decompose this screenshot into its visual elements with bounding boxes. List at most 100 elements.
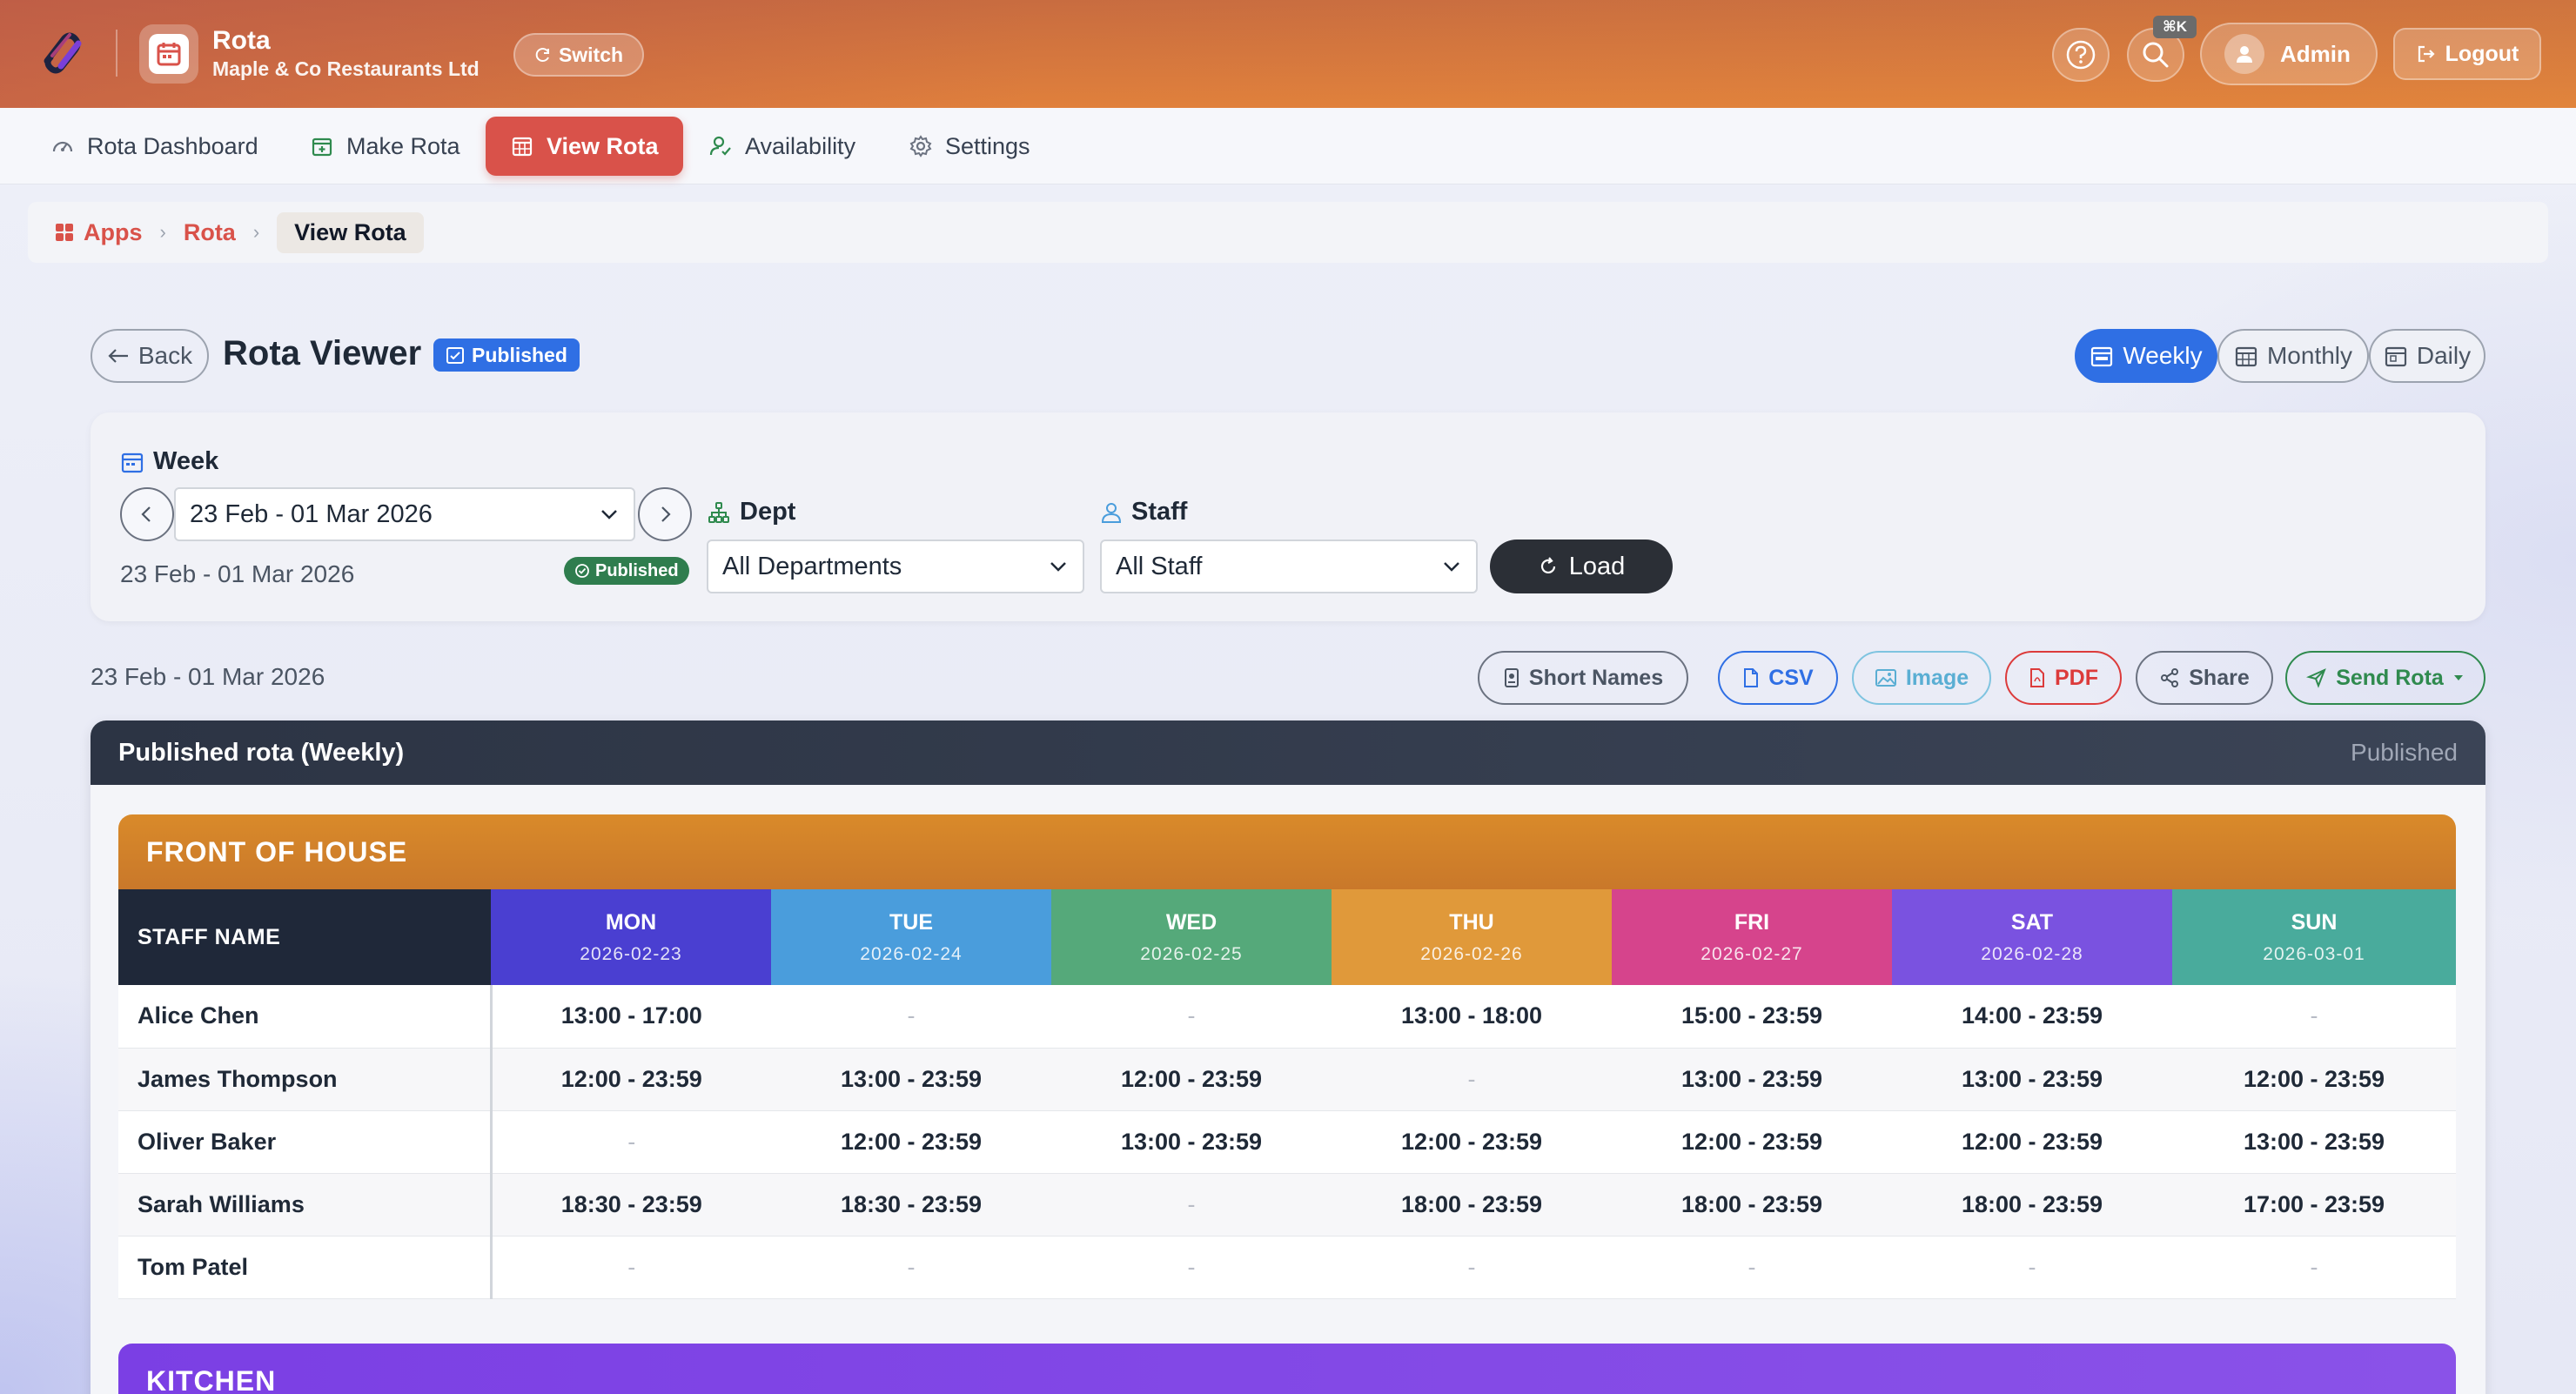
day-header-sun: SUN 2026-03-01	[2172, 889, 2456, 985]
shift-cell[interactable]: 12:00 - 23:59	[2172, 1048, 2456, 1111]
export-pdf-button[interactable]: PDF	[2005, 651, 2122, 705]
shift-cell[interactable]: 13:00 - 23:59	[2172, 1110, 2456, 1174]
shift-cell[interactable]: 13:00 - 23:59	[1051, 1110, 1332, 1174]
avatar	[2224, 34, 2264, 74]
short-names-button[interactable]: Short Names	[1478, 651, 1688, 705]
staff-name-cell: Tom Patel	[118, 1236, 493, 1299]
shift-cell[interactable]: 13:00 - 18:00	[1332, 985, 1612, 1049]
back-button[interactable]: Back	[91, 329, 209, 383]
shift-cell[interactable]: 13:00 - 17:00	[491, 985, 771, 1049]
shift-cell[interactable]: 17:00 - 23:59	[2172, 1173, 2456, 1237]
nav-settings[interactable]: Settings	[884, 117, 1055, 176]
view-weekly-button[interactable]: Weekly	[2075, 329, 2217, 383]
check-circle-icon	[575, 564, 589, 578]
shift-cell[interactable]: 15:00 - 23:59	[1612, 985, 1892, 1049]
view-daily-button[interactable]: Daily	[2369, 329, 2485, 383]
rota-table-body: Alice Chen 13:00 - 17:00- -13:00 - 18:00 15…	[118, 985, 2456, 1299]
shift-cell[interactable]: 18:00 - 23:59	[1332, 1173, 1612, 1237]
caret-down-icon	[2453, 675, 2463, 680]
day-date: 2026-02-25	[1140, 943, 1243, 964]
day-header-fri: FRI 2026-02-27	[1612, 889, 1892, 985]
calendar-grid-icon	[512, 137, 533, 157]
dept-label: Dept	[707, 498, 795, 526]
export-image-button[interactable]: Image	[1852, 651, 1991, 705]
shift-cell[interactable]: -	[1051, 1236, 1332, 1299]
share-button[interactable]: Share	[2136, 651, 2273, 705]
rota-app-icon	[139, 24, 198, 84]
staff-name-header: STAFF NAME	[118, 889, 491, 985]
load-button[interactable]: Load	[1490, 540, 1673, 593]
view-monthly-label: Monthly	[2266, 342, 2353, 369]
shift-cell[interactable]: -	[1051, 985, 1332, 1049]
view-monthly-button[interactable]: Monthly	[2217, 329, 2369, 383]
send-rota-button[interactable]: Send Rota	[2285, 651, 2485, 705]
person-icon	[1101, 502, 1122, 523]
pdf-file-icon	[2030, 668, 2044, 687]
breadcrumb-rota[interactable]: Rota	[183, 218, 236, 245]
calendar-plus-icon	[312, 137, 332, 157]
gear-icon	[909, 135, 932, 157]
nav-rota-dashboard[interactable]: Rota Dashboard	[26, 117, 283, 176]
shift-cell[interactable]: -	[1332, 1236, 1612, 1299]
shift-cell[interactable]: 12:00 - 23:59	[1332, 1110, 1612, 1174]
shift-cell[interactable]: 13:00 - 23:59	[771, 1048, 1051, 1111]
id-card-icon	[1504, 668, 1519, 687]
switch-company-button[interactable]: Switch	[513, 33, 644, 77]
apps-grid-icon	[56, 224, 73, 241]
nav-view-rota[interactable]: View Rota	[486, 117, 683, 176]
shift-cell[interactable]: -	[1332, 1048, 1612, 1111]
shift-cell[interactable]: 13:00 - 23:59	[1892, 1048, 2172, 1111]
shift-cell[interactable]: 12:00 - 23:59	[1612, 1110, 1892, 1174]
next-week-button[interactable]	[638, 487, 692, 541]
staff-select[interactable]: All Staff	[1100, 540, 1478, 593]
staff-name-cell: Alice Chen	[118, 985, 493, 1049]
status-badge: Published	[433, 338, 580, 372]
topbar-divider	[116, 30, 117, 77]
day-name: SAT	[2010, 909, 2054, 935]
day-date: 2026-03-01	[2263, 943, 2365, 964]
shift-cell[interactable]: -	[1051, 1173, 1332, 1237]
help-button[interactable]	[2052, 28, 2110, 82]
shift-cell[interactable]: 14:00 - 23:59	[1892, 985, 2172, 1049]
shift-cell[interactable]: 13:00 - 23:59	[1612, 1048, 1892, 1111]
nav-label: View Rota	[547, 132, 659, 159]
chevron-down-icon	[1050, 562, 1066, 572]
week-select[interactable]: 23 Feb - 01 Mar 2026	[174, 487, 635, 541]
department-select[interactable]: All Departments	[707, 540, 1084, 593]
breadcrumb-apps[interactable]: Apps	[84, 218, 143, 245]
day-name: FRI	[1734, 909, 1770, 935]
user-menu-button[interactable]: Admin	[2200, 23, 2378, 85]
nav-availability[interactable]: Availability	[684, 117, 880, 176]
export-csv-button[interactable]: CSV	[1718, 651, 1838, 705]
nav-label: Availability	[745, 132, 856, 159]
send-rota-label: Send Rota	[2336, 665, 2444, 690]
shift-cell[interactable]: -	[491, 1110, 771, 1174]
current-range: 23 Feb - 01 Mar 2026	[91, 663, 325, 690]
shift-cell[interactable]: 12:00 - 23:59	[1892, 1110, 2172, 1174]
shift-cell[interactable]: -	[1612, 1236, 1892, 1299]
page-title: Rota Viewer	[223, 334, 422, 372]
brand-logo-icon[interactable]	[35, 26, 96, 78]
logout-button[interactable]: Logout	[2393, 28, 2541, 80]
shift-cell[interactable]: 12:00 - 23:59	[771, 1110, 1051, 1174]
day-date: 2026-02-23	[580, 943, 682, 964]
previous-week-button[interactable]	[120, 487, 174, 541]
shift-cell[interactable]: 18:30 - 23:59	[491, 1173, 771, 1237]
day-header-sat: SAT 2026-02-28	[1892, 889, 2172, 985]
shift-cell[interactable]: -	[491, 1236, 771, 1299]
day-name: THU	[1449, 909, 1494, 935]
shift-cell[interactable]: -	[771, 1236, 1051, 1299]
shift-cell[interactable]: 18:00 - 23:59	[1612, 1173, 1892, 1237]
shift-cell[interactable]: -	[1892, 1236, 2172, 1299]
shift-cell[interactable]: 18:30 - 23:59	[771, 1173, 1051, 1237]
share-label: Share	[2189, 665, 2250, 690]
shift-cell[interactable]: 18:00 - 23:59	[1892, 1173, 2172, 1237]
shift-cell[interactable]: 12:00 - 23:59	[491, 1048, 771, 1111]
shift-cell[interactable]: -	[2172, 1236, 2456, 1299]
shift-cell[interactable]: 12:00 - 23:59	[1051, 1048, 1332, 1111]
shift-cell[interactable]: -	[2172, 985, 2456, 1049]
staff-label-text: Staff	[1131, 498, 1188, 526]
chevron-down-icon	[601, 510, 617, 519]
shift-cell[interactable]: -	[771, 985, 1051, 1049]
nav-make-rota[interactable]: Make Rota	[285, 117, 485, 176]
